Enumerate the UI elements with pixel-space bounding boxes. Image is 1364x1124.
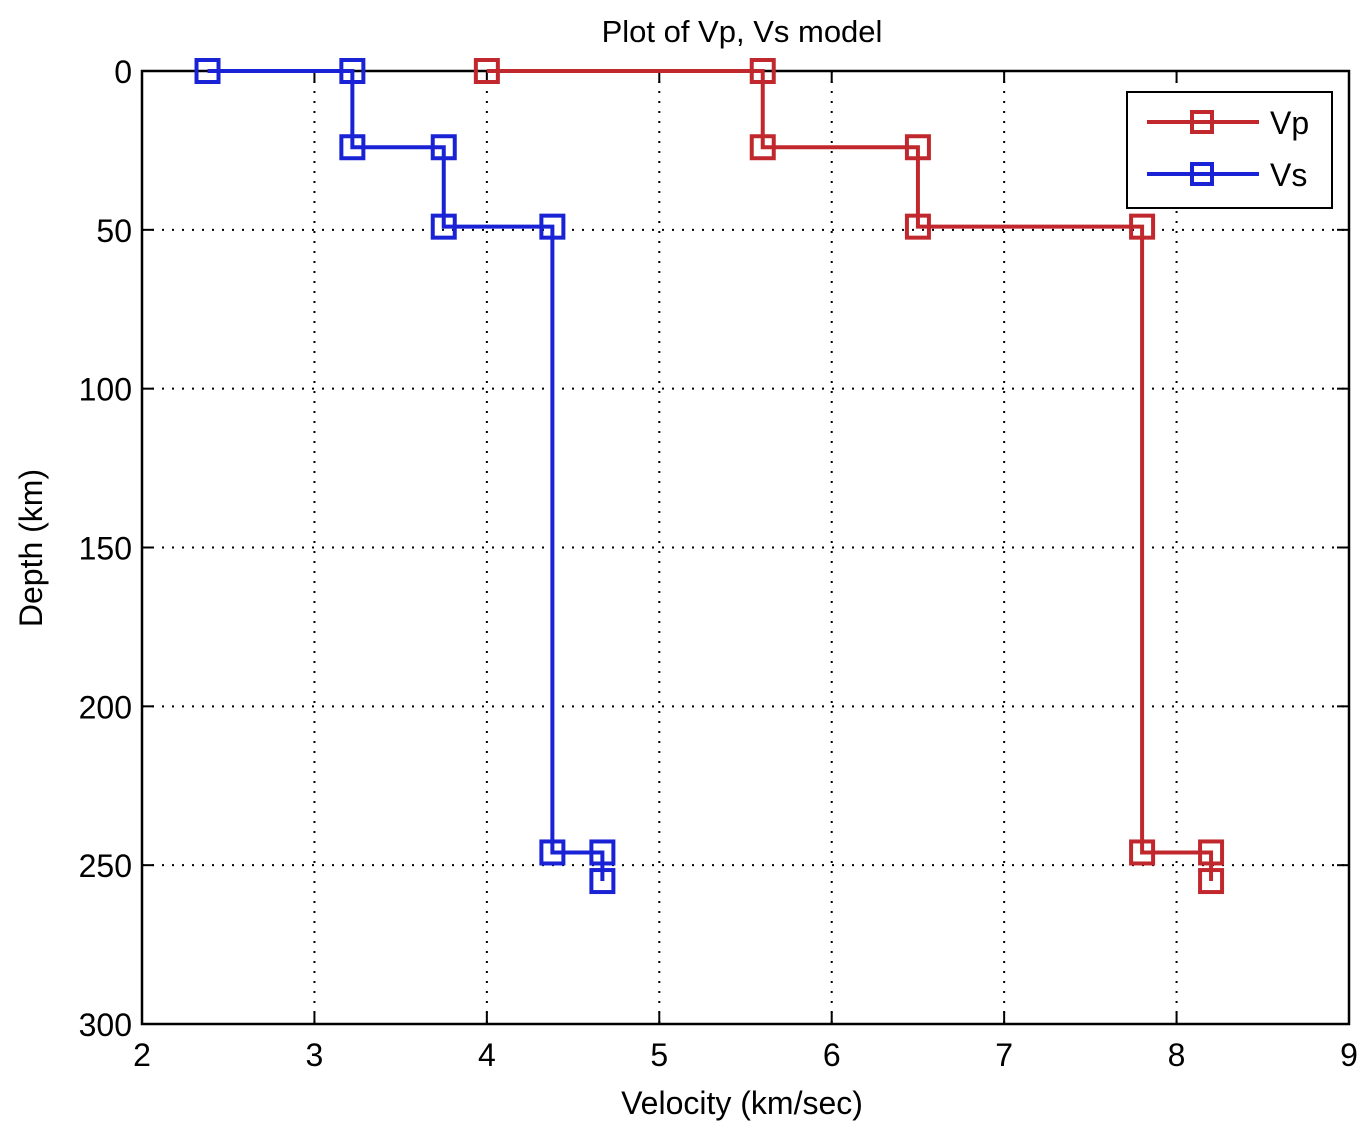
series-line-vp — [486, 69, 1214, 882]
x-tick-label: 8 — [1168, 1037, 1186, 1073]
x-tick-label: 6 — [823, 1037, 841, 1073]
chart-title: Plot of Vp, Vs model — [602, 14, 883, 49]
series-layer — [194, 58, 1225, 895]
legend: Vp Vs — [1126, 91, 1333, 209]
series-line-vs — [207, 69, 605, 882]
legend-marker-vs — [1190, 162, 1214, 186]
data-point-vp — [473, 58, 500, 84]
y-tick-label: 200 — [79, 689, 132, 725]
y-tick-label: 50 — [96, 213, 132, 249]
data-point-vp — [904, 213, 931, 240]
y-tick-label: 100 — [79, 372, 132, 408]
grid — [142, 71, 1349, 1024]
legend-label-vp: Vp — [1270, 105, 1309, 141]
x-tick-label: 7 — [995, 1037, 1013, 1073]
data-point-vs — [430, 213, 457, 240]
data-point-vp — [1198, 868, 1225, 895]
series-vp — [473, 58, 1225, 895]
data-point-vs — [589, 868, 616, 895]
y-axis-label: Depth (km) — [13, 469, 49, 627]
y-tick-labels: 0 50 100 150 200 250 300 — [79, 54, 132, 1043]
legend-label-vs: Vs — [1270, 157, 1307, 193]
x-tick-label: 3 — [306, 1037, 324, 1073]
data-point-vp — [749, 134, 776, 161]
x-tick-labels: 2 3 4 5 6 7 8 9 — [133, 1037, 1358, 1073]
x-tick-label: 2 — [133, 1037, 151, 1073]
legend-box — [1126, 91, 1333, 209]
data-point-vs — [589, 839, 616, 866]
data-point-vs — [194, 58, 221, 84]
data-point-vs — [539, 839, 566, 866]
legend-entries: Vp Vs — [1147, 105, 1309, 193]
y-tick-label: 0 — [114, 54, 132, 90]
legend-entry-vs: Vs — [1147, 157, 1307, 193]
legend-entry-vp: Vp — [1147, 105, 1309, 141]
series-vs — [194, 58, 616, 895]
y-tick-label: 150 — [79, 531, 132, 567]
data-point-vp — [749, 58, 776, 84]
x-tick-label: 9 — [1340, 1037, 1358, 1073]
data-point-vs — [339, 134, 366, 161]
x-tick-label: 4 — [478, 1037, 496, 1073]
legend-marker-vp — [1190, 110, 1214, 134]
x-axis-label: Velocity (km/sec) — [621, 1085, 863, 1121]
data-point-vp — [1129, 839, 1156, 866]
y-tick-label: 300 — [79, 1007, 132, 1043]
data-point-vs — [339, 58, 366, 84]
x-tick-label: 5 — [650, 1037, 668, 1073]
data-point-vp — [1129, 213, 1156, 240]
y-tick-label: 250 — [79, 848, 132, 884]
data-point-vs — [539, 213, 566, 240]
data-point-vp — [1198, 839, 1225, 866]
data-point-vp — [904, 134, 931, 161]
data-point-vs — [430, 134, 457, 161]
